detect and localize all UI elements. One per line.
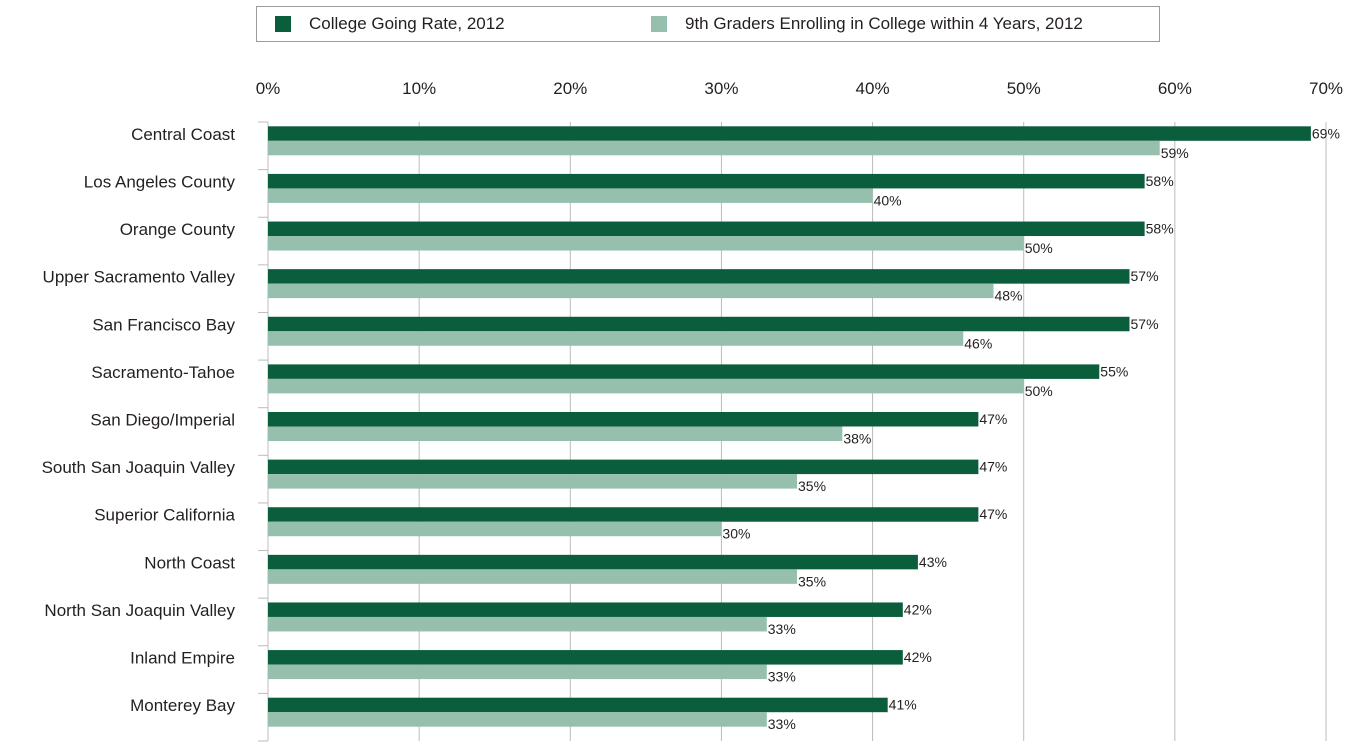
category-label: San Francisco Bay	[92, 315, 235, 334]
data-label-college-going-rate: 47%	[979, 411, 1007, 427]
data-label-college-going-rate: 42%	[904, 649, 932, 665]
bar-college-going-rate	[268, 412, 979, 427]
category-label: South San Joaquin Valley	[42, 458, 236, 477]
data-label-college-going-rate: 58%	[1146, 221, 1174, 237]
bar-9th-graders-enrolling	[268, 426, 843, 441]
bar-9th-graders-enrolling	[268, 616, 767, 632]
bar-college-going-rate	[268, 316, 1130, 332]
data-label-college-going-rate: 42%	[904, 601, 932, 617]
bar-9th-graders-enrolling	[268, 236, 1024, 251]
bar-college-going-rate	[268, 697, 888, 713]
bar-9th-graders-enrolling	[268, 569, 797, 584]
bar-9th-graders-enrolling	[268, 140, 1160, 156]
category-label: Inland Empire	[130, 649, 235, 668]
bar-9th-graders-enrolling	[268, 331, 964, 346]
x-tick-label: 70%	[1309, 79, 1343, 98]
bar-9th-graders-enrolling	[268, 712, 767, 727]
bar-college-going-rate	[268, 650, 903, 665]
data-label-college-going-rate: 55%	[1100, 363, 1128, 379]
legend-item-9th-graders-enrolling: 9th Graders Enrolling in College within …	[651, 7, 1083, 41]
legend-item-college-going-rate: College Going Rate, 2012	[275, 7, 505, 41]
data-label-9th-graders-enrolling: 33%	[768, 669, 796, 685]
category-label: Monterey Bay	[130, 696, 235, 715]
category-label: North San Joaquin Valley	[44, 601, 235, 620]
category-label: Orange County	[120, 220, 236, 239]
data-label-9th-graders-enrolling: 35%	[798, 478, 826, 494]
bar-9th-graders-enrolling	[268, 188, 873, 203]
data-label-9th-graders-enrolling: 38%	[843, 431, 871, 447]
data-label-college-going-rate: 47%	[979, 459, 1007, 475]
data-label-college-going-rate: 47%	[979, 506, 1007, 522]
data-label-college-going-rate: 69%	[1312, 125, 1340, 141]
legend-label-series-1: College Going Rate, 2012	[309, 14, 505, 33]
x-tick-label: 0%	[256, 79, 281, 98]
x-tick-label: 40%	[856, 79, 890, 98]
legend-swatch-series-1	[275, 16, 291, 32]
data-label-9th-graders-enrolling: 33%	[768, 716, 796, 732]
bar-9th-graders-enrolling	[268, 378, 1024, 394]
legend-swatch-series-2	[651, 16, 667, 32]
x-tick-label: 20%	[553, 79, 587, 98]
x-tick-label: 60%	[1158, 79, 1192, 98]
data-label-9th-graders-enrolling: 50%	[1025, 240, 1053, 256]
category-label: San Diego/Imperial	[90, 411, 235, 430]
bar-college-going-rate	[268, 602, 903, 617]
data-label-9th-graders-enrolling: 46%	[964, 335, 992, 351]
data-label-college-going-rate: 57%	[1131, 316, 1159, 332]
bar-9th-graders-enrolling	[268, 283, 994, 299]
data-label-9th-graders-enrolling: 50%	[1025, 383, 1053, 399]
data-label-9th-graders-enrolling: 59%	[1161, 145, 1189, 161]
category-label: Upper Sacramento Valley	[43, 268, 236, 287]
x-tick-label: 50%	[1007, 79, 1041, 98]
data-label-9th-graders-enrolling: 35%	[798, 573, 826, 589]
data-label-college-going-rate: 57%	[1131, 268, 1159, 284]
data-label-9th-graders-enrolling: 33%	[768, 621, 796, 637]
bar-college-going-rate	[268, 173, 1145, 189]
legend-label-series-2: 9th Graders Enrolling in College within …	[685, 14, 1083, 33]
bar-9th-graders-enrolling	[268, 664, 767, 680]
bar-9th-graders-enrolling	[268, 521, 722, 537]
category-label: Los Angeles County	[84, 172, 236, 191]
data-label-9th-graders-enrolling: 40%	[874, 192, 902, 208]
category-label: North Coast	[144, 553, 235, 572]
bar-college-going-rate	[268, 221, 1145, 237]
bar-college-going-rate	[268, 126, 1311, 141]
category-label: Sacramento-Tahoe	[91, 363, 235, 382]
category-label: Central Coast	[131, 125, 235, 144]
data-label-college-going-rate: 43%	[919, 554, 947, 570]
bar-college-going-rate	[268, 364, 1100, 379]
data-label-college-going-rate: 41%	[889, 697, 917, 713]
legend: College Going Rate, 2012 9th Graders Enr…	[256, 6, 1160, 42]
x-tick-label: 10%	[402, 79, 436, 98]
bar-college-going-rate	[268, 507, 979, 522]
data-label-9th-graders-enrolling: 30%	[722, 526, 750, 542]
x-tick-label: 30%	[704, 79, 738, 98]
bar-college-going-rate	[268, 554, 918, 570]
bar-college-going-rate	[268, 459, 979, 475]
category-label: Superior California	[94, 506, 235, 525]
data-label-9th-graders-enrolling: 48%	[994, 288, 1022, 304]
data-label-college-going-rate: 58%	[1146, 173, 1174, 189]
bar-college-going-rate	[268, 269, 1130, 284]
bar-9th-graders-enrolling	[268, 474, 797, 489]
